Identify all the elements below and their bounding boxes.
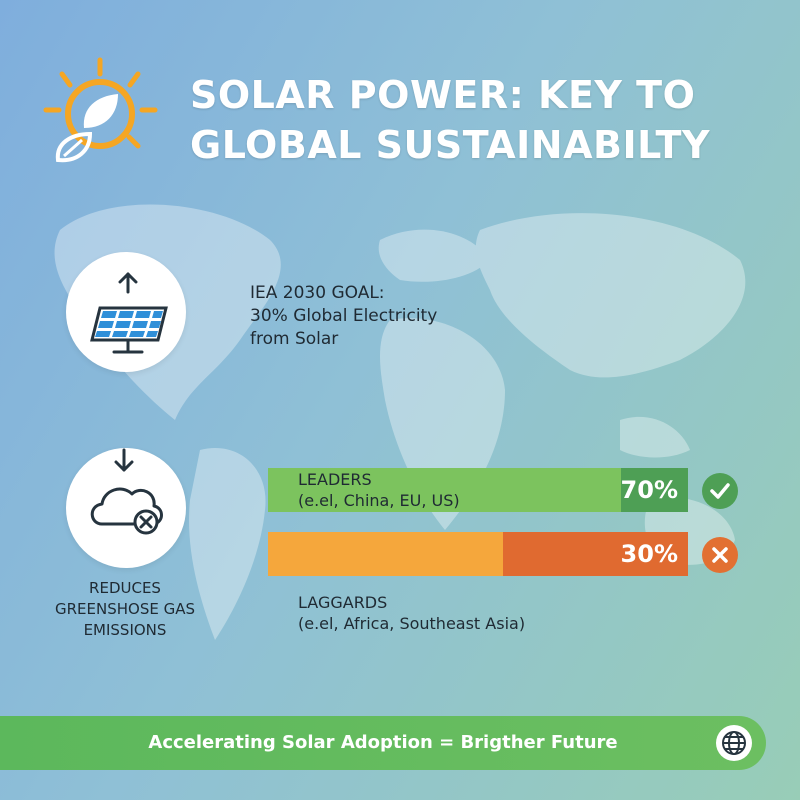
laggards-title: LAGGARDS — [298, 593, 388, 612]
leaders-percent: 70% — [620, 476, 678, 504]
leaders-examples: (e.el, China, EU, US) — [298, 491, 460, 510]
x-icon — [702, 537, 738, 573]
leaders-bar-dark — [621, 468, 688, 512]
arrow-down-icon — [114, 448, 134, 472]
sun-leaf-icon — [43, 57, 158, 163]
reduces-line-3: EMISSIONS — [83, 621, 167, 639]
laggards-bar-dark — [503, 532, 688, 576]
leaders-label: LEADERS (e.el, China, EU, US) — [298, 469, 460, 511]
laggards-bar-light — [268, 532, 503, 576]
title-line-2: GLOBAL SUSTAINABILTY — [190, 123, 710, 167]
goal-line-2: 30% Global Electricity — [250, 306, 438, 326]
leaders-title: LEADERS — [298, 470, 372, 489]
leaders-bar: 70% — [268, 468, 688, 512]
footer-text: Accelerating Solar Adoption = Brigther F… — [148, 732, 618, 753]
globe-icon[interactable] — [716, 725, 752, 761]
cloud-x-icon — [90, 448, 163, 535]
laggards-percent: 30% — [620, 540, 678, 568]
emissions-badge — [66, 448, 186, 568]
page-title: SOLAR POWER: KEY TO GLOBAL SUSTAINABILTY — [190, 70, 770, 170]
check-icon — [702, 473, 738, 509]
reduces-emissions-text: REDUCES GREENSHOSE GAS EMISSIONS — [30, 578, 220, 641]
laggards-bar: 30% — [268, 532, 688, 576]
title-line-1: SOLAR POWER: KEY TO — [190, 73, 696, 117]
arrow-up-icon — [118, 272, 138, 294]
leaders-bar-light — [268, 468, 621, 512]
footer-banner: Accelerating Solar Adoption = Brigther F… — [0, 716, 766, 770]
reduces-line-1: REDUCES — [89, 579, 161, 597]
laggards-label: LAGGARDS (e.el, Africa, Southeast Asia) — [298, 592, 525, 634]
solar-goal-badge — [66, 252, 186, 372]
iea-goal-text: IEA 2030 GOAL: 30% Global Electricity fr… — [250, 282, 570, 351]
solar-panel-icon — [90, 272, 168, 354]
laggards-examples: (e.el, Africa, Southeast Asia) — [298, 614, 526, 633]
goal-line-1: IEA 2030 GOAL: — [250, 283, 385, 303]
reduces-line-2: GREENSHOSE GAS — [54, 600, 195, 618]
goal-line-3: from Solar — [250, 329, 339, 349]
